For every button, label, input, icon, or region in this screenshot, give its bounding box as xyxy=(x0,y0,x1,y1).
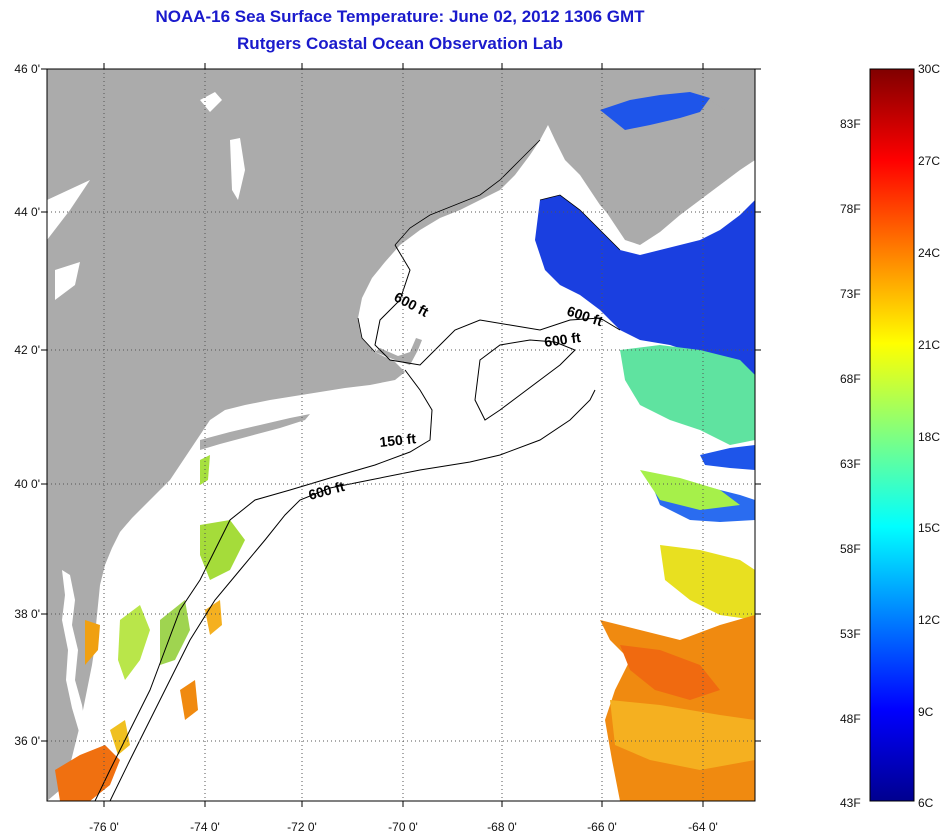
lon-label: -76 0' xyxy=(89,820,119,834)
lat-label: 36 0' xyxy=(14,734,40,748)
sst-coastal-patch xyxy=(55,745,120,801)
map-subtitle: Rutgers Coastal Ocean Observation Lab xyxy=(237,34,563,53)
chesapeake-bay xyxy=(62,570,86,735)
land-long-island xyxy=(200,414,310,450)
contour-150ft xyxy=(94,369,433,801)
map-frame xyxy=(46,68,756,802)
coastline xyxy=(357,139,621,353)
sst-cool-water xyxy=(620,345,755,445)
sst-cold-water xyxy=(535,195,755,380)
sst-mild-water xyxy=(660,545,755,620)
land-maritimes xyxy=(560,95,755,245)
sst-coastal-patch xyxy=(118,605,150,680)
colorbar-c-label: 9C xyxy=(918,705,934,719)
lake xyxy=(200,92,222,112)
contour-label: 600 ft xyxy=(543,329,582,350)
lake xyxy=(230,138,245,200)
sst-coastal-patch xyxy=(160,600,190,665)
land-north-america xyxy=(47,69,755,801)
lat-label: 38 0' xyxy=(14,607,40,621)
colorbar-f-label: 43F xyxy=(840,796,861,810)
land-cape-cod xyxy=(375,338,422,365)
colorbar-c-label: 21C xyxy=(918,338,941,352)
lon-label: -70 0' xyxy=(388,820,418,834)
sst-coastal-patch xyxy=(85,620,100,665)
colorbar-c-label: 30C xyxy=(918,62,941,76)
colorbar-c-label: 18C xyxy=(918,430,941,444)
contour-600ft xyxy=(374,244,621,366)
sst-coastal-patch xyxy=(200,520,245,580)
contour-600ft xyxy=(474,339,576,421)
lat-label: 46 0' xyxy=(14,62,40,76)
colorbar-c-label: 27C xyxy=(918,154,941,168)
map-title: NOAA-16 Sea Surface Temperature: June 02… xyxy=(155,7,645,26)
contour-label: 150 ft xyxy=(379,430,417,450)
lat-label: 42 0' xyxy=(14,343,40,357)
colorbar-f-label: 48F xyxy=(840,712,861,726)
colorbar-f-label: 58F xyxy=(840,542,861,556)
contour-600ft xyxy=(109,389,596,801)
lake xyxy=(55,262,80,300)
colorbar-f-label: 63F xyxy=(840,457,861,471)
lat-label: 40 0' xyxy=(14,477,40,491)
sst-cool-water xyxy=(640,470,740,510)
colorbar-f-label: 53F xyxy=(840,627,861,641)
lon-label: -74 0' xyxy=(190,820,220,834)
lake xyxy=(47,180,90,240)
colorbar-f-label: 73F xyxy=(840,287,861,301)
sst-coastal-patch xyxy=(180,680,198,720)
colorbar-c-label: 6C xyxy=(918,796,934,810)
colorbar-c-label: 15C xyxy=(918,521,941,535)
sst-coastal-patch xyxy=(110,720,130,755)
lon-label: -64 0' xyxy=(688,820,718,834)
lon-label: -72 0' xyxy=(287,820,317,834)
sst-cold-water xyxy=(700,445,755,470)
colorbar xyxy=(869,68,915,802)
lon-label: -66 0' xyxy=(587,820,617,834)
colorbar-f-label: 78F xyxy=(840,202,861,216)
colorbar-f-label: 68F xyxy=(840,372,861,386)
colorbar-c-label: 24C xyxy=(918,246,941,260)
lat-label: 44 0' xyxy=(14,205,40,219)
sst-warm-water xyxy=(610,700,755,770)
frame-ticks xyxy=(41,63,761,807)
colorbar-f-label: 83F xyxy=(840,117,861,131)
lon-label: -68 0' xyxy=(487,820,517,834)
sst-cold-water xyxy=(600,92,710,130)
colorbar-c-label: 12C xyxy=(918,613,941,627)
sst-warm-water xyxy=(620,645,720,700)
